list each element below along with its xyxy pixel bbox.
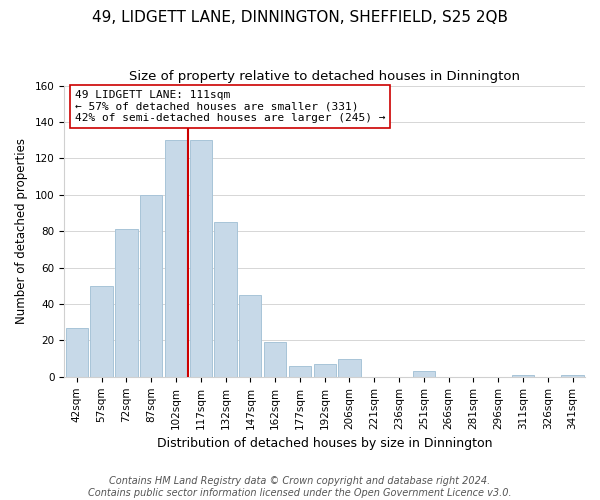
Text: 49 LIDGETT LANE: 111sqm
← 57% of detached houses are smaller (331)
42% of semi-d: 49 LIDGETT LANE: 111sqm ← 57% of detache… (75, 90, 385, 123)
Bar (165, 140, 187, 377)
Bar (239, 295, 262, 377)
Bar (562, 375, 584, 377)
Bar (289, 366, 311, 377)
Text: 49, LIDGETT LANE, DINNINGTON, SHEFFIELD, S25 2QB: 49, LIDGETT LANE, DINNINGTON, SHEFFIELD,… (92, 10, 508, 25)
Bar (338, 358, 361, 377)
Bar (65, 328, 88, 377)
Title: Size of property relative to detached houses in Dinnington: Size of property relative to detached ho… (129, 70, 520, 83)
Text: Contains HM Land Registry data © Crown copyright and database right 2024.
Contai: Contains HM Land Registry data © Crown c… (88, 476, 512, 498)
Bar (214, 222, 237, 377)
Y-axis label: Number of detached properties: Number of detached properties (15, 138, 28, 324)
Bar (91, 286, 113, 377)
Bar (512, 375, 534, 377)
Bar (314, 364, 336, 377)
Bar (190, 140, 212, 377)
Bar (115, 230, 137, 377)
Bar (140, 195, 163, 377)
X-axis label: Distribution of detached houses by size in Dinnington: Distribution of detached houses by size … (157, 437, 493, 450)
Bar (264, 342, 286, 377)
Bar (413, 372, 435, 377)
